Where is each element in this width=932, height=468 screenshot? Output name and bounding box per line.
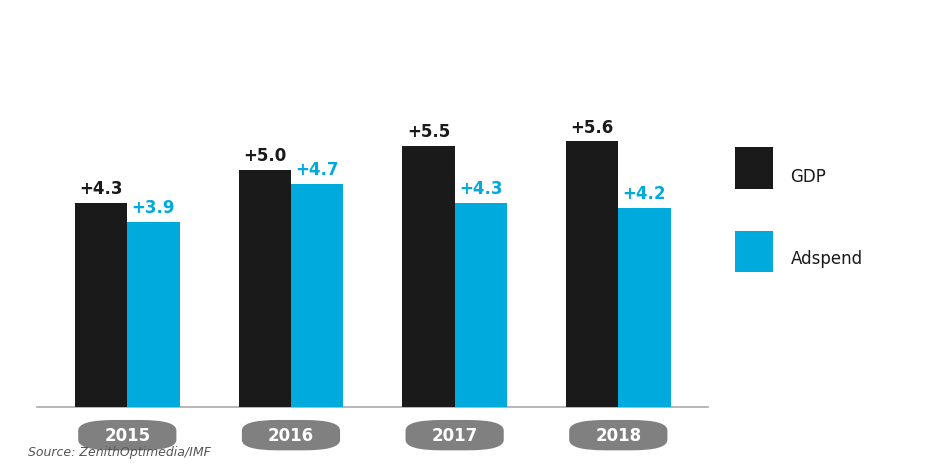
Text: 2015: 2015 — [104, 427, 150, 445]
Bar — [75, 203, 128, 407]
Text: +3.9: +3.9 — [131, 199, 175, 217]
Text: 2018: 2018 — [596, 427, 641, 445]
Text: GDP: GDP — [790, 168, 827, 186]
Bar — [128, 222, 180, 407]
Text: +5.0: +5.0 — [243, 147, 286, 165]
Bar — [403, 146, 455, 407]
Bar — [566, 141, 618, 407]
Text: Source: ZenithOptimedia/IMF: Source: ZenithOptimedia/IMF — [28, 446, 211, 459]
FancyBboxPatch shape — [569, 420, 667, 450]
Text: +5.6: +5.6 — [570, 119, 614, 137]
Bar — [291, 184, 343, 407]
FancyBboxPatch shape — [405, 420, 503, 450]
Text: +4.3: +4.3 — [459, 180, 502, 198]
Text: Growth of advertising expenditure and GDP 2015-2018 (%): Growth of advertising expenditure and GD… — [14, 19, 594, 37]
Bar — [618, 208, 671, 407]
Text: +4.2: +4.2 — [623, 185, 666, 203]
Text: +4.3: +4.3 — [79, 180, 123, 198]
Bar — [239, 170, 291, 407]
FancyBboxPatch shape — [78, 420, 176, 450]
Bar — [734, 147, 774, 189]
Text: 2016: 2016 — [267, 427, 314, 445]
Text: Adspend: Adspend — [790, 250, 863, 268]
FancyBboxPatch shape — [242, 420, 340, 450]
Text: 2017: 2017 — [432, 427, 478, 445]
Text: +4.7: +4.7 — [295, 161, 339, 179]
Bar — [455, 203, 507, 407]
Bar — [734, 231, 774, 272]
Text: +5.5: +5.5 — [407, 124, 450, 141]
